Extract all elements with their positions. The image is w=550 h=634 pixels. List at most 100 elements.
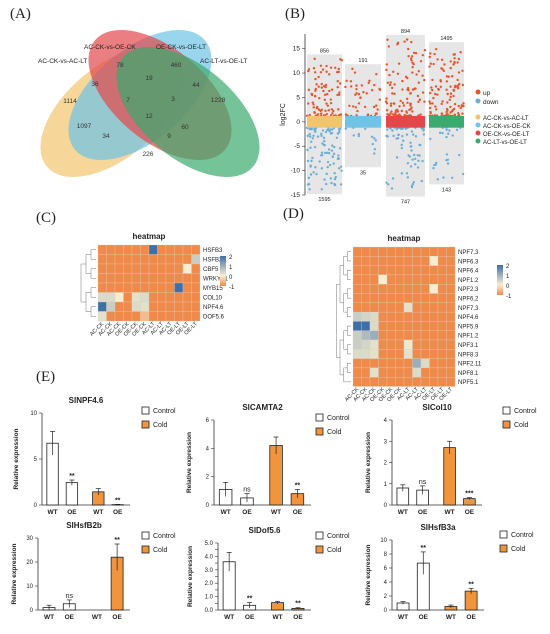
up-point bbox=[324, 109, 327, 113]
significance-label: ** bbox=[468, 581, 474, 588]
chart-title: SlHsfB3a bbox=[420, 523, 456, 532]
up-point bbox=[451, 109, 455, 112]
bar bbox=[269, 445, 283, 506]
heat-cell bbox=[429, 367, 439, 378]
heat-cell bbox=[352, 265, 362, 276]
heat-cell bbox=[412, 377, 422, 387]
up-point bbox=[396, 72, 400, 75]
dendrogram-branch bbox=[336, 283, 340, 358]
up-point bbox=[389, 81, 392, 84]
heat-cell bbox=[140, 254, 150, 265]
down-point bbox=[337, 167, 341, 170]
legend-control-label: Control bbox=[153, 533, 176, 540]
down-point bbox=[401, 134, 404, 138]
up-point bbox=[393, 83, 396, 86]
y-tick-label: -15 bbox=[291, 192, 301, 199]
up-point bbox=[396, 108, 399, 111]
down-point bbox=[441, 131, 444, 135]
legend-cold-marker bbox=[141, 545, 150, 554]
color-scale-tick: -1 bbox=[229, 285, 235, 291]
y-tick-label: 5 bbox=[296, 94, 300, 101]
y-tick-label: 1.0 bbox=[205, 595, 214, 601]
venn-count: 78 bbox=[116, 62, 124, 69]
heat-cell bbox=[131, 244, 141, 255]
heat-cell bbox=[378, 293, 388, 303]
up-point bbox=[314, 71, 317, 74]
x-tick-label: WT bbox=[398, 509, 408, 516]
heat-cell bbox=[157, 263, 167, 274]
up-point bbox=[440, 67, 443, 70]
up-point bbox=[319, 64, 323, 67]
up-point bbox=[388, 83, 392, 87]
heat-cell bbox=[191, 244, 201, 255]
group-band bbox=[429, 115, 464, 128]
up-point bbox=[401, 101, 405, 105]
legend-control-marker bbox=[315, 413, 324, 422]
up-point bbox=[430, 86, 433, 89]
heat-cell bbox=[369, 330, 379, 341]
up-point bbox=[313, 57, 316, 61]
down-point bbox=[395, 137, 398, 140]
up-point bbox=[446, 101, 449, 104]
heat-cell bbox=[395, 367, 405, 378]
down-point bbox=[321, 129, 325, 132]
up-point bbox=[314, 77, 317, 81]
up-point bbox=[398, 113, 401, 116]
up-point bbox=[414, 51, 418, 55]
x-tick-label: OE bbox=[112, 614, 122, 621]
down-point bbox=[455, 128, 459, 132]
up-point bbox=[460, 105, 464, 108]
down-point bbox=[429, 137, 432, 141]
bar-chart-6: SlHsfB3a 0 2 4 6 8 10 Relative expression WT ** OE… bbox=[365, 523, 534, 621]
heat-cell bbox=[140, 244, 150, 255]
up-point bbox=[394, 111, 397, 114]
heat-cell bbox=[446, 377, 456, 387]
up-point bbox=[429, 62, 432, 65]
significance-label: ** bbox=[115, 497, 121, 504]
up-point bbox=[437, 88, 441, 91]
dendrogram-branch bbox=[347, 325, 351, 336]
heat-cell bbox=[182, 301, 192, 312]
up-count: 1495 bbox=[440, 36, 452, 42]
up-point bbox=[331, 112, 334, 115]
chart-title: SlCol10 bbox=[422, 403, 452, 412]
heat-cell bbox=[361, 256, 371, 266]
x-tick-label: WT bbox=[398, 614, 408, 621]
y-tick-label: 0 bbox=[384, 503, 388, 509]
heat-cell bbox=[369, 377, 379, 387]
row-label: NPF5.1 bbox=[458, 380, 479, 386]
up-point bbox=[317, 108, 321, 111]
up-point bbox=[324, 83, 328, 87]
heat-cell bbox=[114, 263, 124, 274]
heat-cell bbox=[437, 367, 447, 378]
up-point bbox=[325, 70, 328, 73]
x-tick-label: OE bbox=[67, 509, 77, 516]
up-point bbox=[449, 85, 452, 88]
heat-cell bbox=[412, 330, 422, 341]
heat-cell bbox=[420, 367, 430, 378]
up-point bbox=[317, 75, 320, 79]
up-point bbox=[461, 83, 465, 87]
down-point bbox=[320, 167, 324, 170]
heat-cell bbox=[386, 274, 396, 285]
chart-title: SlCAMTA2 bbox=[242, 403, 283, 412]
heat-cell bbox=[395, 256, 405, 266]
heat-cell bbox=[106, 273, 116, 284]
heat-cell bbox=[140, 292, 150, 303]
heat-cell bbox=[429, 256, 439, 266]
heat-cell bbox=[386, 377, 396, 387]
heat-cell bbox=[191, 292, 201, 303]
panel-letter-d: (D) bbox=[283, 206, 304, 222]
heat-cell bbox=[157, 244, 167, 255]
up-point bbox=[356, 109, 359, 113]
down-point bbox=[370, 135, 374, 138]
heat-cell bbox=[165, 301, 175, 312]
heat-cell bbox=[429, 358, 439, 369]
up-point bbox=[412, 62, 415, 66]
up-point bbox=[389, 104, 393, 107]
heat-cell bbox=[403, 265, 413, 276]
venn-set-label: AC-CK-vs-OE-CK bbox=[84, 44, 136, 51]
heat-cell bbox=[446, 284, 456, 294]
y-tick-label: 4 bbox=[384, 580, 388, 586]
row-label: COL10 bbox=[203, 296, 223, 302]
